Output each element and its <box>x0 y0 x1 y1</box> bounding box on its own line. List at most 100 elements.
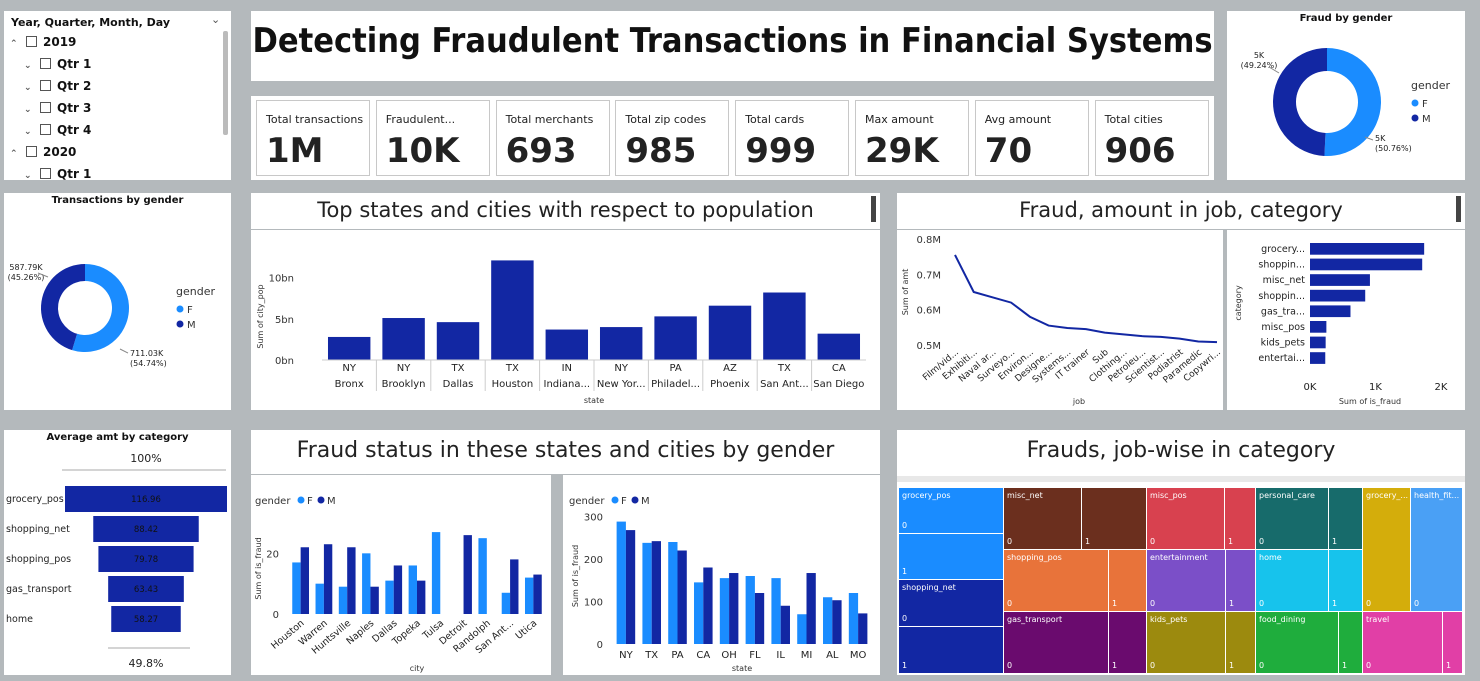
leader-line <box>37 272 49 278</box>
treemap-cell[interactable]: 1 <box>1109 612 1147 674</box>
data-label: (45.26%) <box>8 273 45 282</box>
slicer-item-label: Qtr 3 <box>57 101 92 115</box>
treemap-value: 0 <box>902 521 908 530</box>
treemap-value: 0 <box>1366 599 1372 608</box>
x-tick-label: FL <box>749 650 761 661</box>
data-label: (54.74%) <box>130 359 167 368</box>
chevron-up-icon[interactable]: ⌃ <box>10 149 18 159</box>
treemap-cell[interactable]: shopping_pos 0 <box>1004 550 1109 612</box>
funnel-bar <box>65 486 227 512</box>
chevron-down-icon[interactable]: ⌄ <box>24 171 32 180</box>
chevron-up-icon[interactable]: ⌃ <box>10 39 18 49</box>
y-tick-label: grocery... <box>1261 244 1305 255</box>
treemap-label: health_fit... <box>1414 491 1460 500</box>
treemap-cell[interactable]: home 0 <box>1256 550 1329 612</box>
treemap-value: 1 <box>902 567 908 576</box>
treemap-cell[interactable]: personal_care 0 <box>1256 488 1329 550</box>
scroll-handle[interactable] <box>871 196 876 222</box>
slicer-item[interactable]: ⌄ Qtr 4 <box>24 123 91 137</box>
bar <box>1310 321 1327 333</box>
x-tick-label: 1K <box>1369 382 1382 393</box>
treemap-cell[interactable]: 1 <box>899 534 1004 580</box>
pie-slice-F <box>1324 48 1381 156</box>
treemap-cell[interactable]: kids_pets 0 <box>1147 612 1226 674</box>
slicer-item[interactable]: ⌃ 2020 <box>10 145 76 159</box>
treemap-cell[interactable]: 1 <box>1226 550 1256 612</box>
chevron-down-icon[interactable]: ⌄ <box>211 13 221 26</box>
treemap-cell[interactable]: grocery_... 0 <box>1363 488 1411 612</box>
bar-F <box>524 577 534 614</box>
treemap-cell[interactable]: health_fit... 0 <box>1411 488 1463 612</box>
scrollbar[interactable] <box>223 31 228 135</box>
slicer-item[interactable]: ⌄ Qtr 2 <box>24 79 91 93</box>
checkbox[interactable] <box>40 58 51 69</box>
slicer-item[interactable]: ⌄ Qtr 1 <box>24 57 91 71</box>
legend-label: M <box>1422 114 1431 125</box>
bar-M <box>625 530 636 644</box>
chevron-down-icon[interactable]: ⌄ <box>24 105 32 115</box>
legend-label: F <box>307 496 313 507</box>
treemap-cell[interactable]: 1 <box>1225 488 1256 550</box>
bar-M <box>370 586 379 614</box>
bar-M <box>858 613 868 644</box>
slicer-item[interactable]: ⌄ Qtr 3 <box>24 101 91 115</box>
chevron-down-icon[interactable]: ⌄ <box>24 127 32 137</box>
treemap-cell[interactable]: 1 <box>1329 488 1363 550</box>
x-tick-label: TX <box>644 650 658 661</box>
slicer-item[interactable]: ⌄ Qtr 1 <box>24 167 91 180</box>
y-tick-label: 200 <box>584 555 603 566</box>
x-tick-label: Utica <box>514 618 540 642</box>
scroll-handle[interactable] <box>1456 196 1461 222</box>
bar-F <box>338 586 348 614</box>
category-label: grocery_pos <box>6 494 64 505</box>
treemap-cell[interactable]: misc_net 0 <box>1004 488 1082 550</box>
treemap-value: 0 <box>1150 537 1156 546</box>
y-tick-label: 0.8M <box>916 235 941 246</box>
treemap-value: 1 <box>1229 599 1235 608</box>
chevron-down-icon[interactable]: ⌄ <box>24 61 32 71</box>
treemap-value: 1 <box>1342 661 1348 670</box>
checkbox[interactable] <box>40 124 51 135</box>
checkbox[interactable] <box>40 102 51 113</box>
treemap-cell[interactable]: entertainment 0 <box>1147 550 1226 612</box>
x-tick-label: 2K <box>1435 382 1448 393</box>
treemap-label: kids_pets <box>1150 615 1188 624</box>
legend-marker <box>317 496 325 504</box>
treemap-cell[interactable]: gas_transport 0 <box>1004 612 1109 674</box>
y-tick-label: 0.6M <box>916 306 941 317</box>
checkbox[interactable] <box>26 36 37 47</box>
chevron-down-icon[interactable]: ⌄ <box>24 83 32 93</box>
data-label: (50.76%) <box>1375 144 1412 153</box>
treemap-cell[interactable]: shopping_net 0 <box>899 580 1004 627</box>
legend-marker <box>611 496 619 504</box>
treemap-cell[interactable]: 1 <box>1226 612 1256 674</box>
y-tick-label: 0.7M <box>916 270 941 281</box>
treemap-cell[interactable]: 1 <box>1109 550 1147 612</box>
funnel-bar <box>98 546 194 572</box>
treemap-cell[interactable]: misc_pos 0 <box>1147 488 1225 550</box>
leader-line <box>1268 66 1280 74</box>
funnel-bar <box>108 576 184 602</box>
slicer-item[interactable]: ⌃ 2019 <box>10 35 76 49</box>
data-label: 5K <box>1254 51 1265 60</box>
data-label: 63.43 <box>134 585 158 595</box>
treemap-cell[interactable]: travel 0 <box>1363 612 1443 674</box>
treemap-cell[interactable]: 1 <box>1339 612 1363 674</box>
bar-F <box>642 542 652 644</box>
x-tick-label: OH <box>721 650 736 661</box>
treemap-cell[interactable]: food_dining 0 <box>1256 612 1339 674</box>
checkbox[interactable] <box>26 146 37 157</box>
treemap-value: 0 <box>1259 537 1265 546</box>
checkbox[interactable] <box>40 168 51 179</box>
treemap-cell[interactable]: 1 <box>1443 612 1463 674</box>
treemap-value: 1 <box>902 661 908 670</box>
treemap-cell[interactable]: 1 <box>1082 488 1147 550</box>
bar <box>327 336 371 360</box>
date-slicer[interactable]: Year, Quarter, Month, Day ⌄ ⌃ 2019 ⌄ Qtr 1 ⌄… <box>4 11 231 180</box>
checkbox[interactable] <box>40 80 51 91</box>
y-tick-label: 20 <box>266 549 279 560</box>
treemap-cell[interactable]: 1 <box>899 627 1004 674</box>
treemap-cell[interactable]: grocery_pos 0 <box>899 488 1004 534</box>
legend-label: F <box>621 496 627 507</box>
treemap-cell[interactable]: 1 <box>1329 550 1363 612</box>
